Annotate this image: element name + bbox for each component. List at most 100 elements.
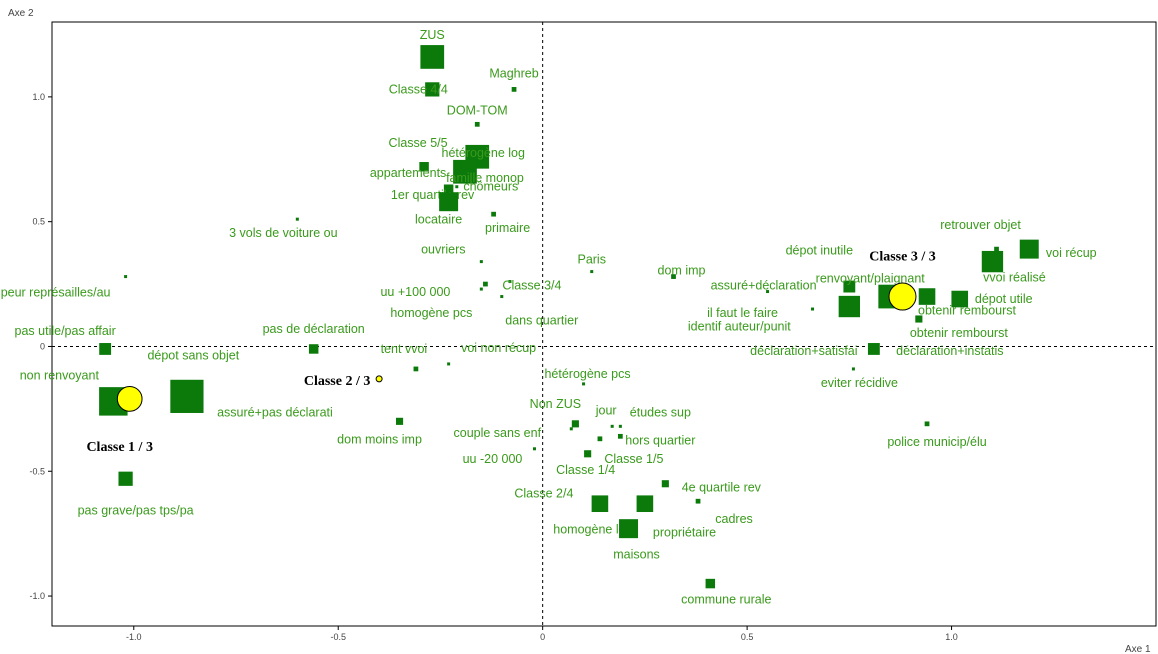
category-label: identif auteur/punit xyxy=(688,320,791,334)
category-marker xyxy=(695,498,701,504)
category-marker xyxy=(295,217,299,221)
category-label: obtenir rembourst xyxy=(910,326,1008,340)
class-centroid-label: Classe 3 / 3 xyxy=(869,250,936,265)
category-marker xyxy=(124,275,128,279)
category-label: Non ZUS xyxy=(530,397,581,411)
category-marker xyxy=(619,519,639,539)
category-label: déclaration+instatis xyxy=(896,344,1003,358)
category-marker xyxy=(483,281,488,287)
category-label: homogène log xyxy=(553,523,632,537)
category-marker xyxy=(618,424,622,428)
category-label: voi non récup xyxy=(461,341,536,355)
category-label: hétérogène pcs xyxy=(544,367,630,381)
class-centroid-marker xyxy=(116,386,143,412)
category-label: Classe 1/5 xyxy=(604,452,663,466)
category-label: jour xyxy=(595,403,617,417)
category-label: propriétaire xyxy=(653,526,716,540)
category-label: dom moins imp xyxy=(337,432,422,446)
category-marker xyxy=(443,184,454,194)
category-label: renvoyant/plaignant xyxy=(816,272,926,286)
category-marker xyxy=(500,295,504,299)
class-centroid-label: Classe 1 / 3 xyxy=(86,440,153,455)
category-label: dépot inutile xyxy=(786,244,853,258)
category-label: ZUS xyxy=(420,28,445,42)
category-label: locataire xyxy=(415,213,462,227)
category-label: dépot sans objet xyxy=(147,348,239,362)
category-label: primaire xyxy=(485,221,530,235)
category-marker xyxy=(671,274,676,279)
class-centroids: Classe 1 / 3 Classe 2 / 3 Classe 3 / 3 xyxy=(86,250,935,455)
category-label: cadres xyxy=(715,512,753,526)
category-marker xyxy=(610,424,614,428)
category-marker xyxy=(661,480,669,488)
category-marker xyxy=(420,45,445,69)
category-label: vvoi réalisé xyxy=(983,271,1046,285)
category-label: études sup xyxy=(630,405,691,419)
category-label: couple sans enf xyxy=(454,426,542,440)
category-marker xyxy=(511,87,517,92)
class-centroid-label: Classe 2 / 3 xyxy=(304,374,371,389)
category-marker xyxy=(811,307,815,311)
category-marker xyxy=(439,192,459,212)
category-label: Maghreb xyxy=(489,66,538,80)
category-label: famille monop xyxy=(446,171,524,185)
category-marker xyxy=(915,315,923,323)
y-tick-label: 0 xyxy=(40,341,45,351)
category-marker xyxy=(455,185,459,189)
category-marker xyxy=(419,162,429,172)
category-marker xyxy=(118,471,133,486)
category-label: eviter récidive xyxy=(821,376,898,390)
category-marker xyxy=(617,433,623,439)
category-label: Paris xyxy=(577,253,605,267)
category-label: déclaration+satisfai xyxy=(750,344,857,358)
category-marker xyxy=(867,343,880,355)
x-axis-title: Axe 1 xyxy=(1125,644,1151,654)
y-tick-label: 1.0 xyxy=(32,92,45,102)
category-label: tent vvoi xyxy=(381,342,428,356)
x-tick-label: 1.0 xyxy=(945,632,958,642)
category-marker xyxy=(491,211,496,217)
class-centroid-marker xyxy=(888,282,917,311)
category-label: police municip/élu xyxy=(887,435,986,449)
y-tick-label: -0.5 xyxy=(29,466,45,476)
category-label: hors quartier xyxy=(625,433,695,447)
category-marker xyxy=(447,362,451,366)
category-label: Classe 4/4 xyxy=(389,82,448,96)
category-label: Classe 2/4 xyxy=(514,487,573,501)
category-label: homogène pcs xyxy=(390,306,472,320)
category-label: uu +100 000 xyxy=(380,285,450,299)
category-label: maisons xyxy=(613,548,660,562)
category-label: assuré+déclaration xyxy=(711,279,817,293)
category-marker xyxy=(479,260,483,264)
category-marker xyxy=(479,287,483,291)
category-label: dans quartier xyxy=(505,314,578,328)
category-marker xyxy=(981,250,1004,273)
category-marker xyxy=(994,246,999,252)
category-marker xyxy=(170,379,204,413)
category-marker xyxy=(425,82,440,97)
category-marker xyxy=(766,290,770,294)
category-label: peur représailles/au xyxy=(1,286,111,300)
category-marker xyxy=(705,578,716,589)
category-label: 3 vols de voiture ou xyxy=(229,226,337,240)
category-label: commune rurale xyxy=(681,593,771,607)
category-label: assuré+pas déclarati xyxy=(217,405,333,419)
category-label: dépot utile xyxy=(975,292,1033,306)
category-label: chômeurs xyxy=(463,180,518,194)
plot-frame xyxy=(51,21,1157,627)
category-marker xyxy=(924,421,930,427)
y-tick-label: 0.5 xyxy=(32,217,45,227)
category-label: DOM-TOM xyxy=(447,103,508,117)
category-label: appartements xyxy=(370,166,446,180)
category-marker xyxy=(508,280,512,284)
category-marker xyxy=(582,382,586,386)
category-marker xyxy=(571,420,579,428)
category-marker xyxy=(636,495,654,513)
category-marker xyxy=(308,344,319,354)
category-label: voi récup xyxy=(1046,246,1097,260)
category-marker xyxy=(99,343,112,355)
category-label: pas utile/pas affair xyxy=(15,324,116,338)
y-axis-title: Axe 2 xyxy=(8,8,34,19)
category-label: il faut le faire xyxy=(707,306,778,320)
